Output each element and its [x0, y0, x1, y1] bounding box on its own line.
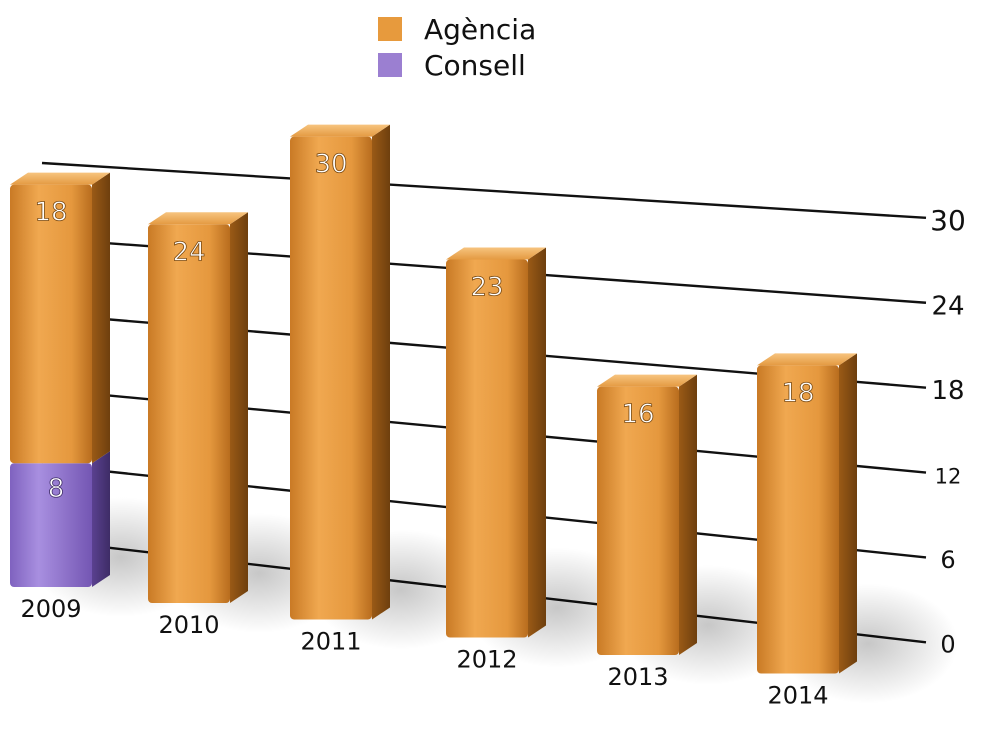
- bar-top: [148, 212, 248, 225]
- y-tick-label: 0: [940, 631, 955, 659]
- bar-consell-side: [92, 451, 110, 588]
- bar-agencia: [10, 184, 92, 464]
- legend: Agència Consell: [378, 12, 536, 82]
- y-tick-label: 30: [930, 204, 966, 237]
- bar-consell: [10, 463, 92, 588]
- bar-agencia-side: [839, 353, 857, 674]
- data-label-agencia: 18: [781, 378, 814, 408]
- bar-top: [290, 124, 390, 137]
- legend-item-agencia: Agència: [378, 12, 536, 46]
- gridline: [41, 161, 927, 220]
- data-label-agencia: 16: [621, 400, 654, 430]
- x-tick-label: 2010: [158, 611, 219, 639]
- bar-top: [10, 172, 110, 185]
- legend-swatch-agencia: [378, 17, 402, 41]
- legend-label-agencia: Agència: [424, 12, 537, 46]
- y-tick-label: 24: [931, 291, 964, 321]
- bar-agencia: [446, 259, 528, 638]
- bar-agencia: [148, 224, 230, 604]
- data-label-agencia: 23: [470, 272, 503, 302]
- legend-swatch-consell: [378, 53, 402, 77]
- x-tick-label: 2012: [456, 646, 517, 674]
- y-tick-label: 6: [940, 546, 955, 574]
- legend-label-consell: Consell: [424, 48, 526, 82]
- y-axis-ticks: 0 6 12 18 24 30: [930, 204, 966, 659]
- bar-top: [446, 247, 546, 260]
- bars: 18 8 24 30 23 16 18: [10, 124, 857, 674]
- bar-agencia: [597, 386, 679, 655]
- x-axis-ticks: 2009 2010 2011 2012 2013 2014: [20, 595, 828, 709]
- bar-agencia: [757, 365, 839, 674]
- bar-agencia-side: [679, 374, 697, 655]
- y-tick-label: 18: [931, 376, 964, 406]
- bar-top: [757, 353, 857, 366]
- data-label-consell: 8: [48, 474, 65, 504]
- legend-item-consell: Consell: [378, 48, 536, 82]
- data-label-agencia: 18: [34, 198, 67, 228]
- x-tick-label: 2014: [767, 682, 828, 710]
- bar-agencia: [290, 136, 372, 620]
- x-tick-label: 2011: [300, 627, 361, 655]
- data-label-agencia: 24: [172, 237, 205, 267]
- x-tick-label: 2013: [607, 663, 668, 691]
- y-tick-label: 12: [935, 465, 962, 489]
- bar-agencia-side: [372, 124, 390, 620]
- bar-top: [597, 374, 697, 387]
- x-tick-label: 2009: [20, 595, 81, 623]
- bar-agencia-side: [528, 247, 546, 638]
- data-label-agencia: 30: [314, 150, 347, 180]
- bar-agencia-side: [92, 172, 110, 464]
- bar-agencia-side: [230, 212, 248, 604]
